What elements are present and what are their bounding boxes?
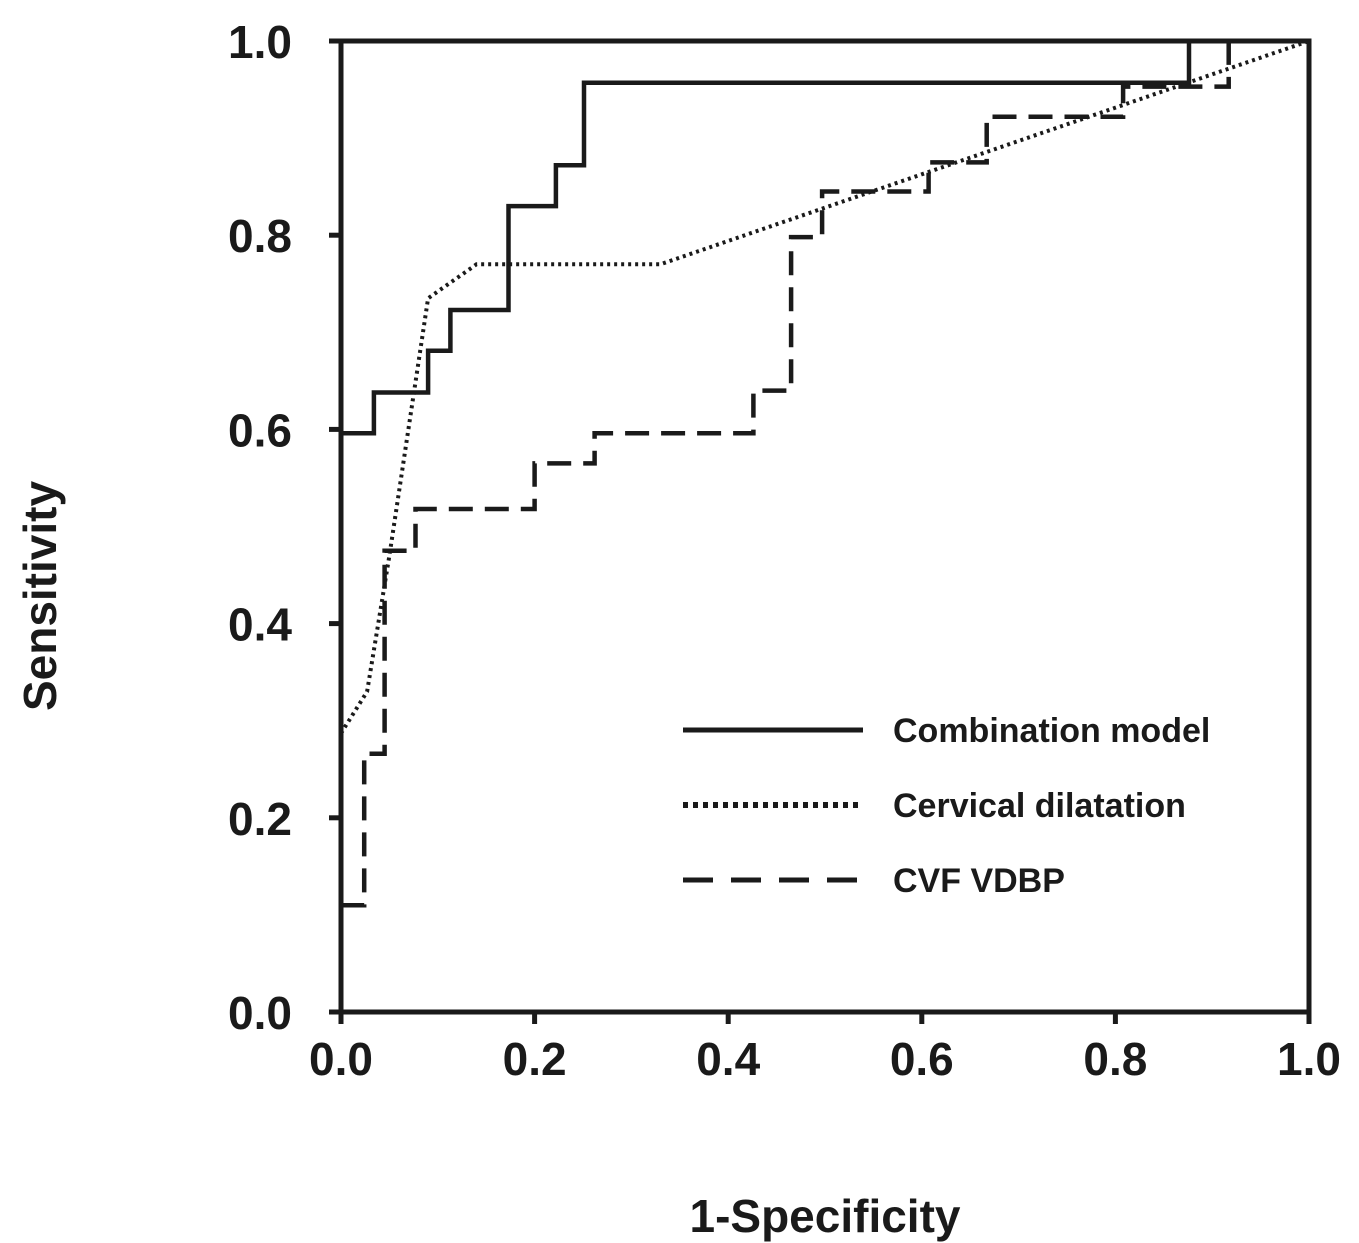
- y-tick-label: 0.4: [228, 599, 292, 651]
- x-tick-label: 0.8: [1083, 1033, 1147, 1085]
- legend-label: CVF VDBP: [893, 862, 1065, 900]
- series-line-cervical-dilatation: [339, 39, 1310, 735]
- plot-frame: [338, 38, 1312, 1015]
- y-tick-label: 0.0: [228, 987, 292, 1039]
- y-tick-label: 0.6: [228, 404, 292, 456]
- x-axis-title: 1-Specificity: [690, 1190, 961, 1242]
- legend-label: Combination model: [893, 712, 1210, 750]
- series-line-combination-model: [341, 38, 1309, 436]
- x-tick-label: 1.0: [1277, 1033, 1341, 1085]
- ticks-layer: 0.0 0.2 0.4 0.6 0.8 1.0 0.0 0.2 0.4 0.6 0.8 1.0: [228, 16, 1341, 1085]
- series-layer: [339, 38, 1310, 908]
- x-tick-label: 0.2: [503, 1033, 567, 1085]
- legend: Combination model Cervical dilatation CVF …: [683, 712, 1210, 900]
- x-tick-label: 0.0: [309, 1033, 373, 1085]
- x-tick-label: 0.4: [696, 1033, 760, 1085]
- legend-label: Cervical dilatation: [893, 787, 1186, 825]
- y-tick-label: 0.8: [228, 210, 292, 262]
- series-line-cvf-vdbp: [341, 38, 1309, 908]
- y-axis-title: Sensitivity: [14, 481, 66, 712]
- y-tick-label: 0.2: [228, 793, 292, 845]
- y-tick-label: 1.0: [228, 16, 292, 68]
- x-tick-label: 0.6: [890, 1033, 954, 1085]
